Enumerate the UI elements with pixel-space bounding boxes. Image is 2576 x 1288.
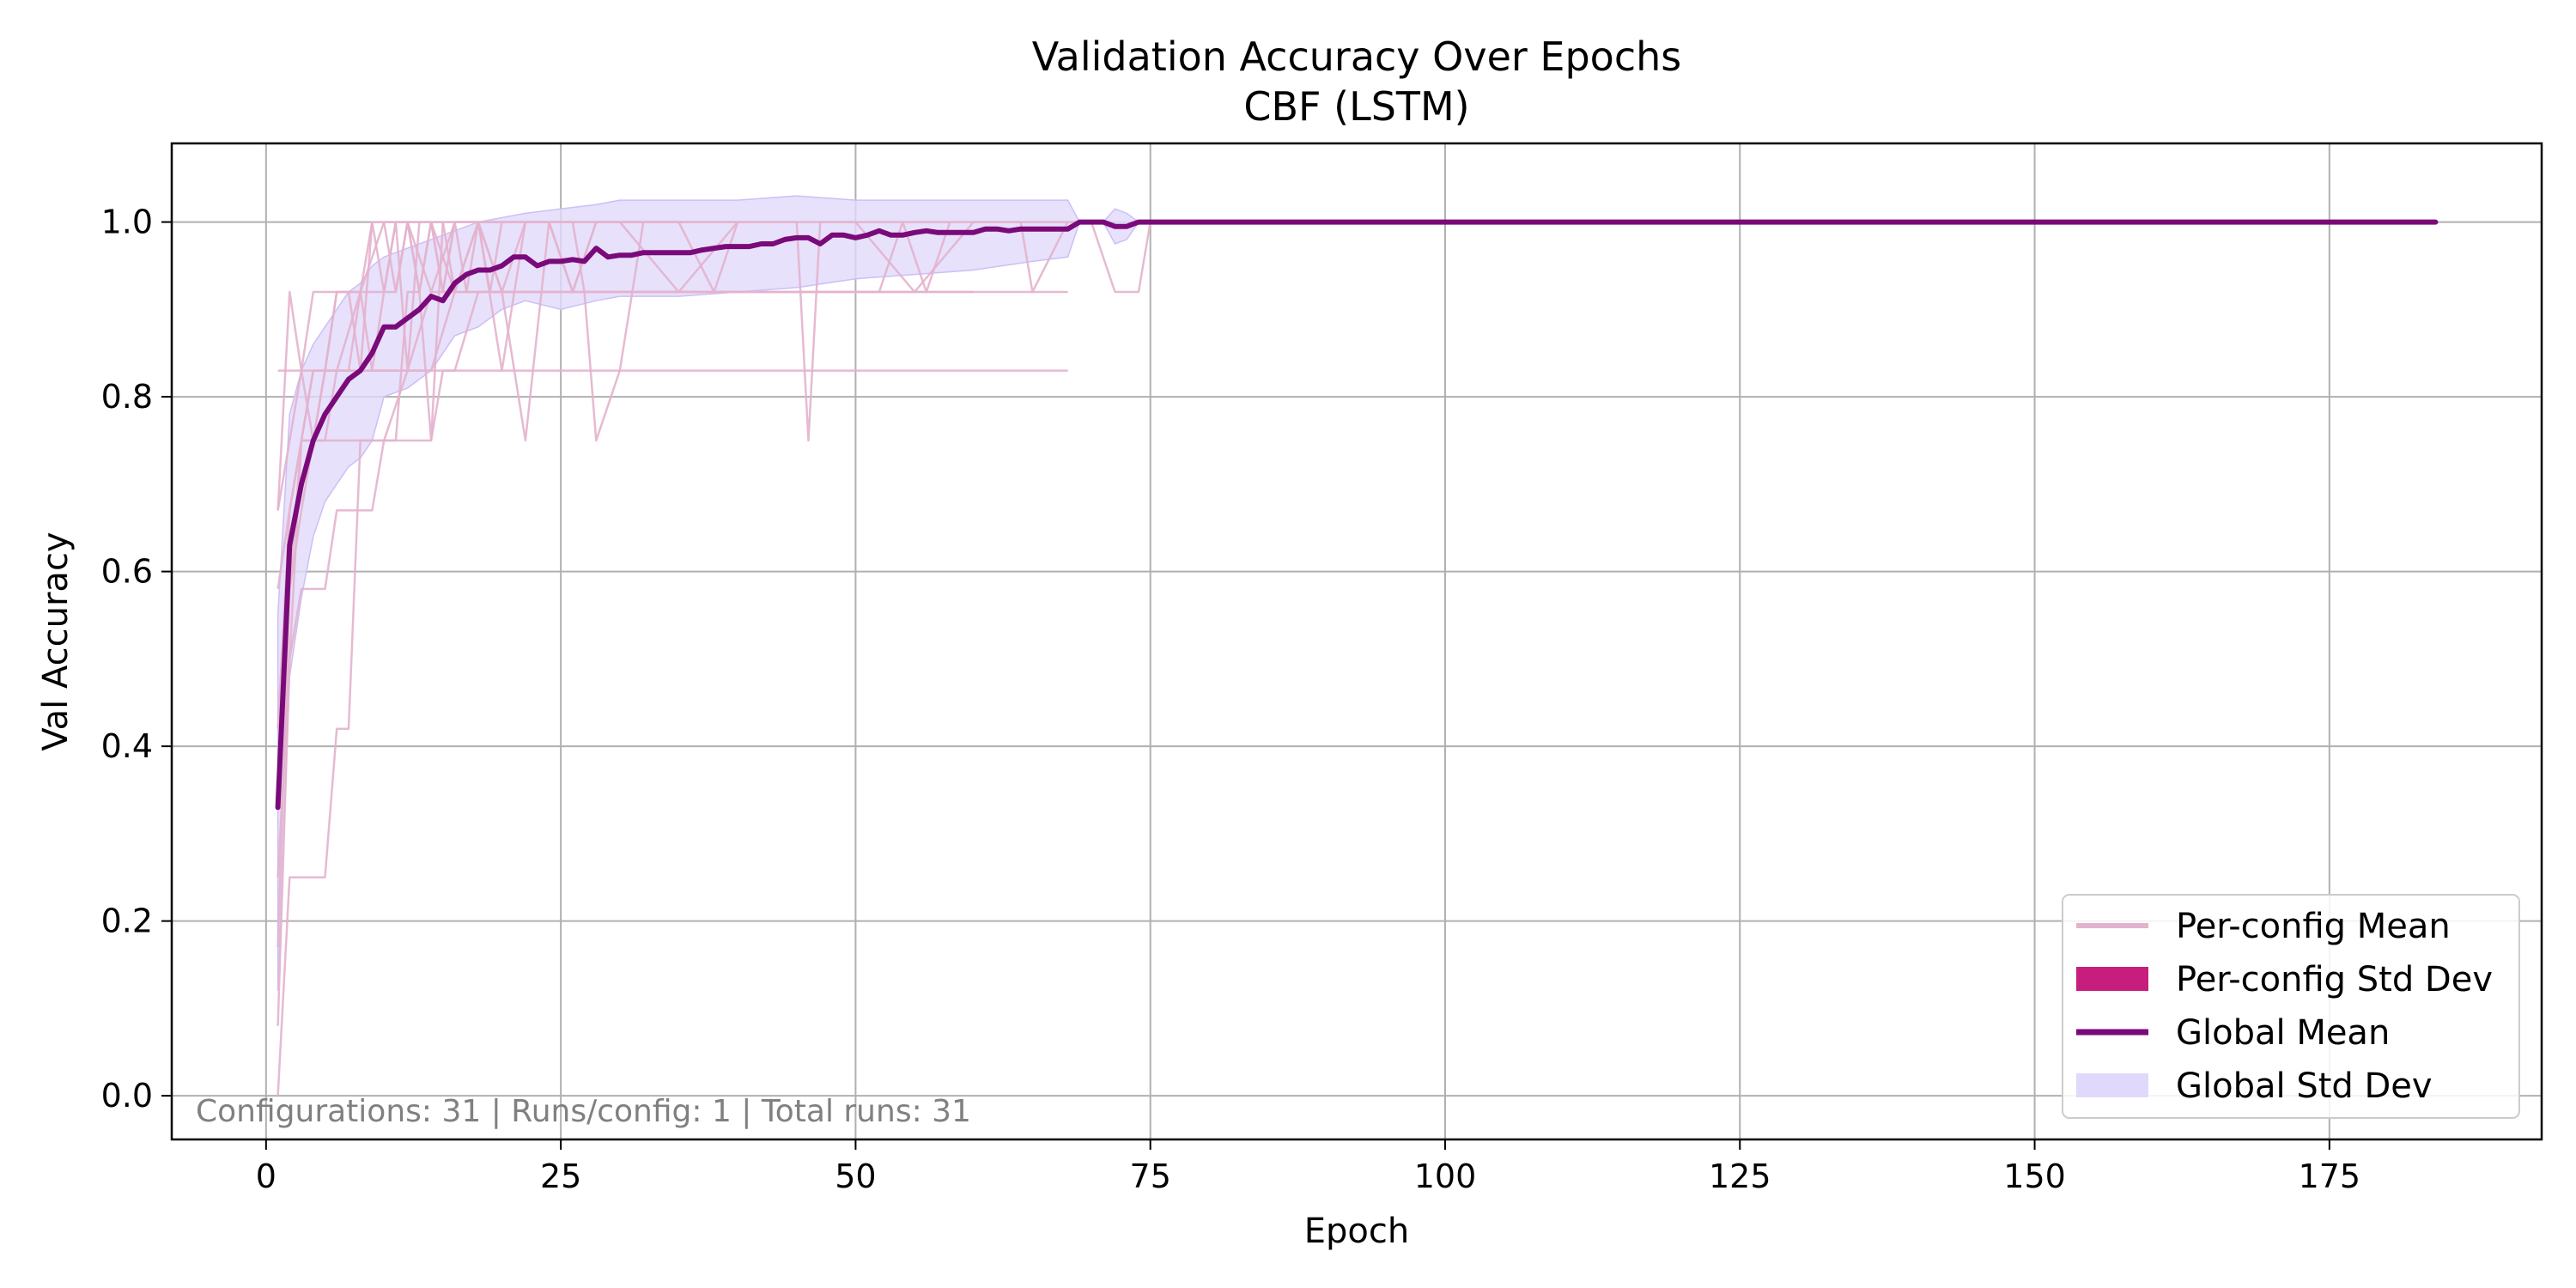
y-tick-label: 0.8 xyxy=(101,378,153,416)
x-tick-label: 25 xyxy=(540,1157,581,1195)
x-tick-label: 175 xyxy=(2299,1157,2361,1195)
legend-swatch-global-std xyxy=(2076,1073,2148,1097)
y-axis-label: Val Accuracy xyxy=(36,532,76,750)
legend-swatch-per-config-std xyxy=(2076,967,2148,991)
y-tick-label: 0.6 xyxy=(101,553,153,591)
run-summary-annotation: Configurations: 31 | Runs/config: 1 | To… xyxy=(196,1094,971,1129)
x-tick-label: 125 xyxy=(1709,1157,1771,1195)
y-tick-label: 0.4 xyxy=(101,727,153,765)
chart-subtitle: CBF (LSTM) xyxy=(1243,83,1469,130)
y-tick-label: 1.0 xyxy=(101,204,153,241)
y-axis-ticks: 0.0 0.2 0.4 0.6 0.8 1.0 xyxy=(101,204,172,1115)
global-mean-line-group xyxy=(275,219,2439,811)
x-axis-label: Epoch xyxy=(1304,1212,1409,1251)
x-tick-label: 50 xyxy=(835,1157,876,1195)
x-tick-label: 0 xyxy=(256,1157,276,1195)
y-tick-label: 0.0 xyxy=(101,1077,153,1115)
x-tick-label: 100 xyxy=(1414,1157,1477,1195)
legend-label-per-config-mean: Per-config Mean xyxy=(2176,907,2451,946)
global-mean-line xyxy=(275,219,2439,811)
x-axis-ticks: 0 25 50 75 100 125 150 175 xyxy=(256,1139,2360,1195)
legend: Per-config Mean Per-config Std Dev Globa… xyxy=(2062,894,2520,1119)
plot-frame xyxy=(170,142,2543,1141)
x-tick-label: 75 xyxy=(1130,1157,1171,1195)
chart-title: Validation Accuracy Over Epochs xyxy=(1032,33,1681,80)
x-tick-label: 150 xyxy=(2003,1157,2066,1195)
y-tick-label: 0.2 xyxy=(101,902,153,940)
legend-label-global-mean: Global Mean xyxy=(2176,1013,2390,1053)
per-config-line-9 xyxy=(276,221,526,808)
per-config-line-10 xyxy=(276,221,951,729)
legend-box xyxy=(2062,894,2520,1119)
per-config-lines xyxy=(276,221,1151,1097)
legend-label-per-config-std: Per-config Std Dev xyxy=(2176,960,2493,999)
legend-label-global-std: Global Std Dev xyxy=(2176,1066,2433,1106)
